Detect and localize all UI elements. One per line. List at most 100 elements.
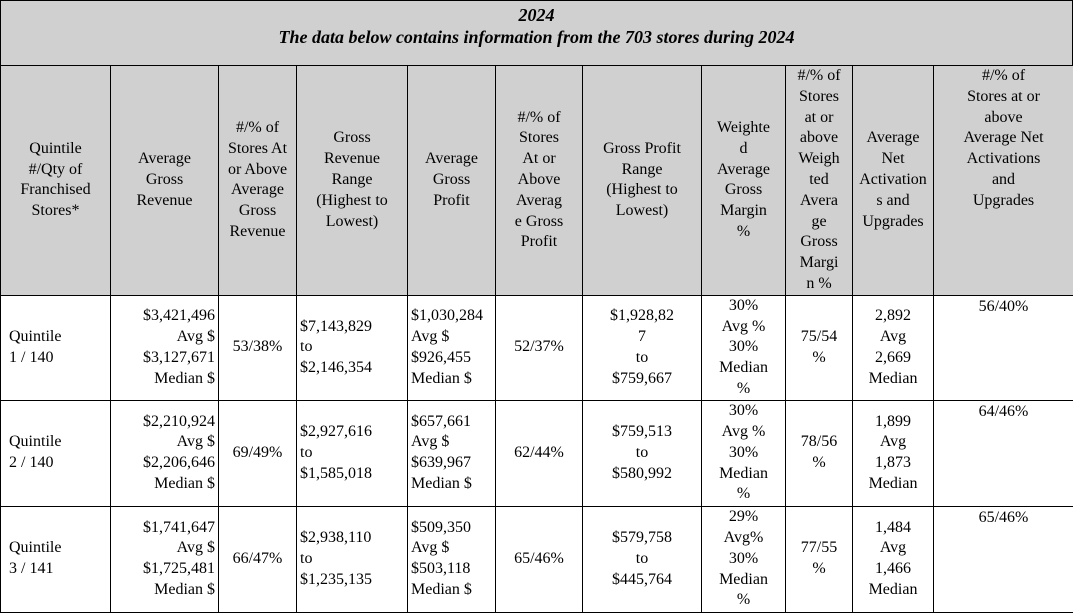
cell-line: Avg $ — [411, 327, 493, 348]
cell-weighted-margin: 30%Avg %30%Median% — [702, 295, 786, 400]
cell-line: Quintile — [9, 432, 108, 453]
cell-line: Lowest) — [585, 201, 699, 222]
cell-line: 30% — [704, 549, 783, 570]
cell-line: above — [936, 108, 1071, 129]
cell-line: (Highest to — [299, 191, 405, 212]
cell-line: ted — [788, 170, 850, 191]
cell-line: % — [788, 453, 850, 474]
cell-line: d — [704, 139, 783, 160]
cell-line: Avg $ — [113, 538, 215, 559]
cell-line: 7 — [585, 327, 699, 348]
cell-line: to — [585, 443, 699, 464]
title-subtitle: The data below contains information from… — [1, 26, 1072, 48]
cell-line: Average — [221, 180, 294, 201]
cell-stores-above-margin: 75/54% — [786, 295, 853, 400]
cell-line: to — [300, 549, 405, 570]
cell-line: Lowest) — [299, 212, 405, 233]
cell-line: Activations — [936, 149, 1071, 170]
cell-line: $657,661 — [411, 412, 493, 433]
cell-line: Median — [855, 580, 931, 601]
cell-line: % — [704, 590, 783, 611]
cell-line: Profit — [410, 191, 493, 212]
cell-line: Avg — [855, 432, 931, 453]
cell-line: #/Qty of — [3, 160, 108, 181]
cell-line: Margi — [788, 253, 850, 274]
cell-line: Stores — [788, 87, 850, 108]
cell-line: Average — [855, 128, 931, 149]
cell-line: 30% — [704, 337, 783, 358]
cell-line: Upgrades — [936, 191, 1071, 212]
cell-stores-above-avg-revenue: 53/38% — [219, 295, 297, 400]
cell-stores-above-avg-profit: 62/44% — [496, 400, 583, 506]
cell-line: $579,758 — [585, 528, 699, 549]
cell-line: $7,143,829 — [300, 317, 405, 338]
cell-line: 2 / 140 — [9, 453, 108, 474]
cell-line: Range — [299, 170, 405, 191]
cell-line: Gross — [113, 170, 216, 191]
cell-line: Stores at or — [936, 87, 1071, 108]
cell-line: Gross — [410, 170, 493, 191]
cell-line: 1 / 140 — [9, 348, 108, 369]
cell-line: % — [788, 348, 850, 369]
cell-line: Quintile — [9, 327, 108, 348]
cell-line: Range — [585, 160, 699, 181]
cell-line: at or — [788, 108, 850, 129]
cell-line: $1,928,82 — [585, 306, 699, 327]
cell-line: Median — [704, 464, 783, 485]
cell-line: 1,466 — [855, 559, 931, 580]
cell-line: 77/55 — [788, 538, 850, 559]
cell-line: $445,764 — [585, 570, 699, 591]
cell-stores-above-avg-revenue: 66/47% — [219, 506, 297, 612]
cell-line: Median — [855, 369, 931, 390]
cell-line: Upgrades — [855, 212, 931, 233]
cell-line: $639,967 — [411, 453, 493, 474]
cell-line: $1,725,481 — [113, 559, 215, 580]
cell-line: Quintile — [9, 538, 108, 559]
cell-line: Median $ — [411, 369, 493, 390]
cell-line: and — [936, 170, 1071, 191]
cell-line: to — [300, 443, 405, 464]
cell-line: Stores — [498, 128, 580, 149]
cell-line: Avg% — [704, 528, 783, 549]
cell-line: Average — [410, 149, 493, 170]
cell-line: Avg — [855, 538, 931, 559]
cell-line: #/% of — [498, 108, 580, 129]
cell-line: above — [788, 128, 850, 149]
cell-line: Median — [855, 474, 931, 495]
cell-line: $926,455 — [411, 348, 493, 369]
cell-line: Stores At — [221, 139, 294, 160]
cell-line: or Above — [221, 160, 294, 181]
cell-line: Franchised — [3, 180, 108, 201]
cell-line: Above — [498, 170, 580, 191]
cell-line: Avg — [855, 327, 931, 348]
cell-line: $1,585,018 — [300, 464, 405, 485]
cell-line: $759,513 — [585, 422, 699, 443]
cell-line: % — [788, 559, 850, 580]
cell-line: Avg $ — [113, 432, 215, 453]
cell-line: $3,421,496 — [113, 306, 215, 327]
cell-line: to — [585, 549, 699, 570]
cell-line: Activation — [855, 170, 931, 191]
cell-line: to — [300, 337, 405, 358]
cell-line: #/% of — [936, 66, 1071, 87]
cell-line: 2,892 — [855, 306, 931, 327]
cell-line: $509,350 — [411, 518, 493, 539]
cell-line: 1,873 — [855, 453, 931, 474]
